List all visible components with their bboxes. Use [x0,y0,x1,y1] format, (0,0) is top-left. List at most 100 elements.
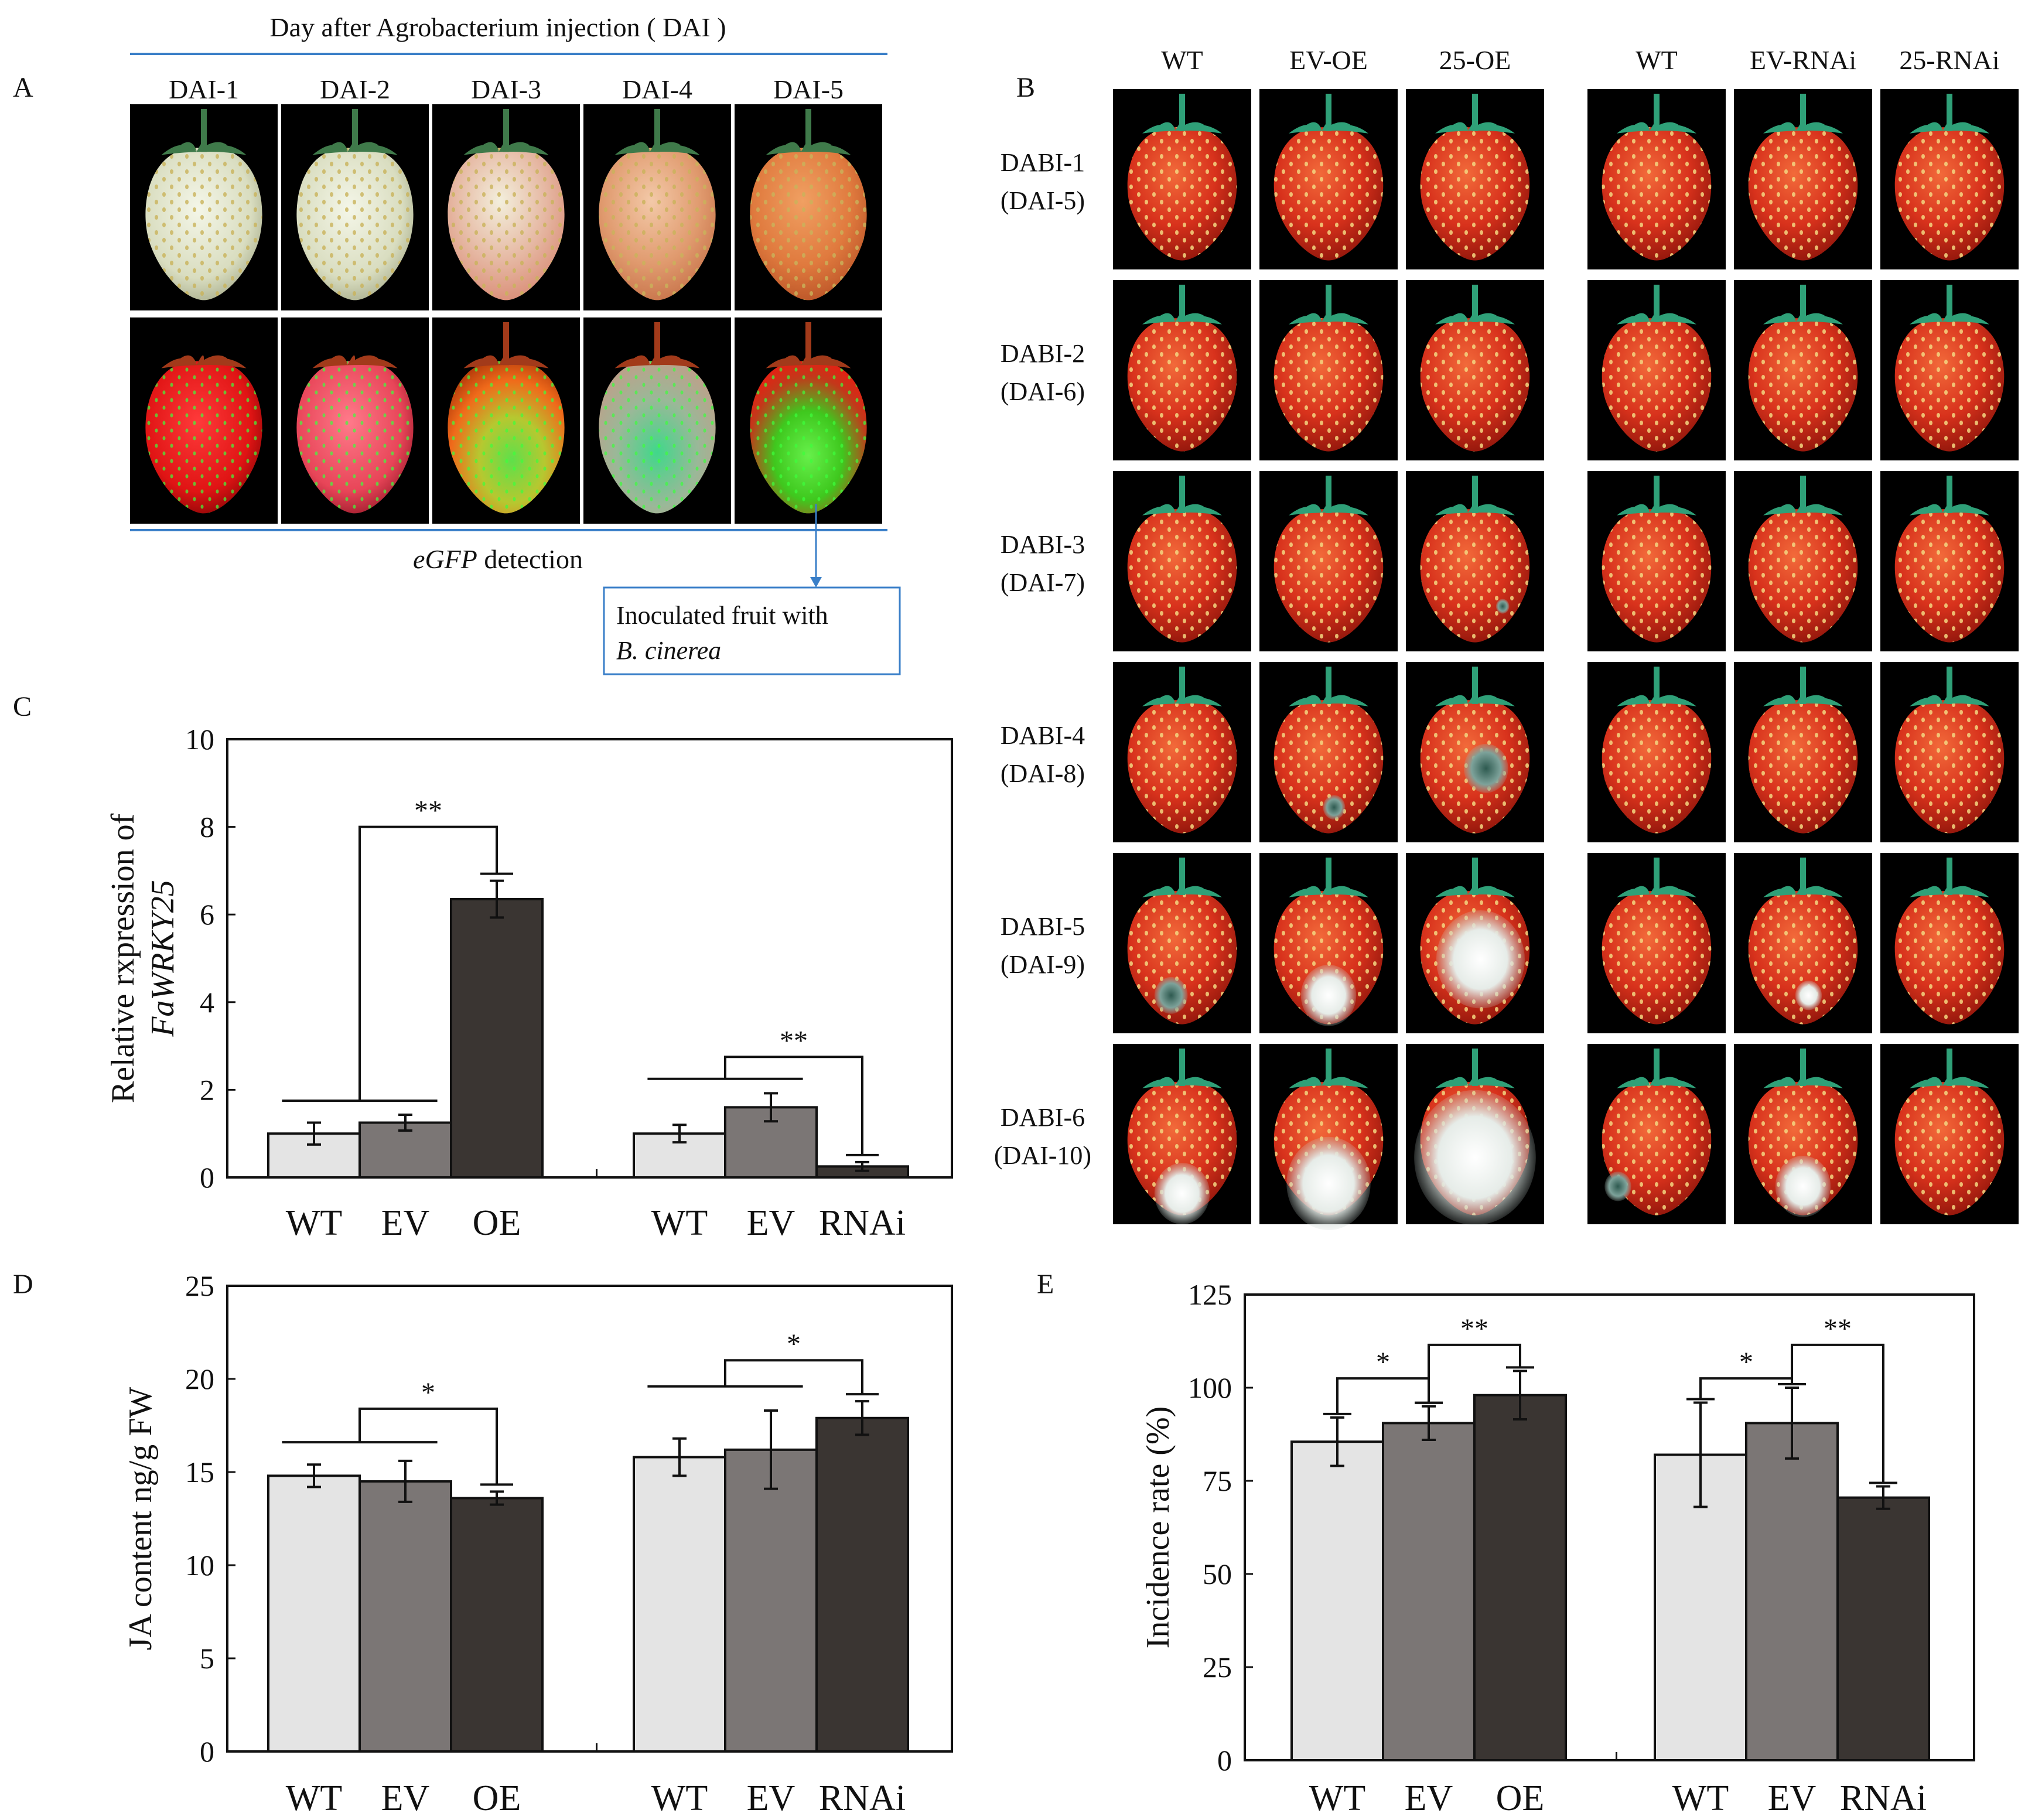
panel-a-title: Day after Agrobacterium injection ( DAI … [269,12,726,42]
strawberry-image [1748,1049,1858,1217]
strawberry-image [1273,1049,1384,1230]
strawberry-image [1894,667,2005,834]
callout-line-2: B. cinerea [616,636,721,665]
treatment-column-label: 25-RNAi [1899,45,1999,75]
dai-column-label: DAI-4 [622,74,692,104]
stem [1326,285,1331,322]
strawberry-image [1127,285,1237,452]
significance-bracket [724,1359,863,1395]
y-tick-label: 15 [185,1456,214,1488]
y-tick-label: 2 [200,1073,214,1106]
significance-bracket [1336,1377,1430,1414]
x-category-label: OE [1496,1778,1545,1818]
x-category-label: RNAi [1840,1778,1927,1818]
calyx-leaves [1617,1077,1696,1088]
dabi-row-label: DABI-2 [1001,339,1085,368]
dabi-row-label: DABI-4 [1001,721,1085,750]
stem [1654,476,1660,513]
panel-a-letter: A [13,72,33,103]
dai-row-label: (DAI-9) [1001,950,1085,979]
calyx-leaves [614,142,700,155]
x-category-label: RNAi [819,1203,906,1243]
strawberry-image [1894,476,2005,643]
stem [1800,285,1806,322]
panel-e: E 0 25 50 75 100 125 Incidence rate (%) WT EV OE W… [1037,1269,1975,1818]
y-tick-label: 4 [200,986,214,1019]
stem [1326,858,1331,895]
bar-oe [450,1497,544,1753]
bar-ev [358,1121,452,1179]
stem [1179,1049,1185,1086]
stem [1947,667,1952,704]
panel-e-letter: E [1037,1269,1054,1300]
bar-wt [1290,1440,1384,1761]
stem [1326,476,1331,513]
calyx-leaves [1435,695,1515,706]
x-category-label: EV [1405,1778,1453,1818]
strawberry-image [1748,476,1858,643]
strawberry-image [1602,1049,1712,1215]
significance-bracket [1699,1377,1793,1399]
stem [1947,1049,1952,1086]
callout-arrow-head [810,577,822,588]
x-category-label: WT [1672,1778,1729,1818]
x-category-label: WT [651,1203,708,1243]
significance-marker: ** [414,795,442,827]
strawberry-image [1602,94,1712,261]
y-tick-label: 25 [185,1269,214,1302]
stem [1472,667,1478,704]
stem [1654,858,1660,895]
significance-marker: * [1739,1347,1753,1378]
significance-bracket [1428,1343,1521,1403]
strawberry-image [1127,94,1237,261]
panel-a: A Day after Agrobacterium injection ( DA… [13,12,901,675]
stem [352,109,358,152]
dabi-row-label: DABI-6 [1001,1103,1085,1132]
strawberry-image [1127,667,1237,834]
strawberry-image [1414,1049,1536,1225]
x-category-label: EV [747,1778,795,1818]
strawberry-image [1273,858,1384,1026]
x-category-label: EV [747,1203,795,1243]
stem [1472,476,1478,513]
stem [1472,858,1478,895]
stem [1800,858,1806,895]
significance-bracket [1791,1343,1884,1483]
calyx-leaves [1289,504,1368,515]
strawberry-image [1273,285,1384,452]
strawberry-image [1273,476,1384,643]
significance-bracket [724,1056,863,1155]
x-category-label: EV [381,1778,430,1818]
strawberry-image [750,109,867,301]
significance-marker: ** [1824,1313,1852,1344]
panel-d: D 0 5 10 15 20 25 JA content ng/g FW WT EV OE WT EV… [13,1269,953,1818]
strawberry-image [1748,667,1858,834]
treatment-column-label: EV-OE [1289,45,1368,75]
stem [1326,1049,1331,1086]
stem [1654,94,1660,131]
strawberry-image [1602,476,1712,643]
callout-line-1: Inoculated fruit with [616,601,828,630]
y-tick-label: 75 [1203,1464,1232,1497]
y-tick-label: 50 [1203,1558,1232,1590]
stem [805,109,811,152]
treatment-column-label: 25-OE [1439,45,1511,75]
bar-ev [1745,1422,1839,1761]
x-category-label: EV [381,1203,430,1243]
x-category-label: EV [1768,1778,1817,1818]
y-axis-label: Relative rxpression of [105,813,141,1103]
strawberry-image [448,322,565,514]
strawberry-image [145,109,262,301]
calyx-leaves [312,355,398,368]
x-category-label: WT [286,1203,342,1243]
panel-d-letter: D [13,1269,33,1300]
y-tick-label: 0 [1217,1744,1232,1777]
stem [654,322,660,366]
stem [1472,1049,1478,1086]
y-tick-label: 125 [1188,1278,1232,1311]
stem [503,109,509,152]
stem [1179,476,1185,513]
strawberry-image [1748,285,1858,452]
strawberry-image [1420,285,1530,452]
egfp-detection-label: eGFP detection [413,544,583,574]
